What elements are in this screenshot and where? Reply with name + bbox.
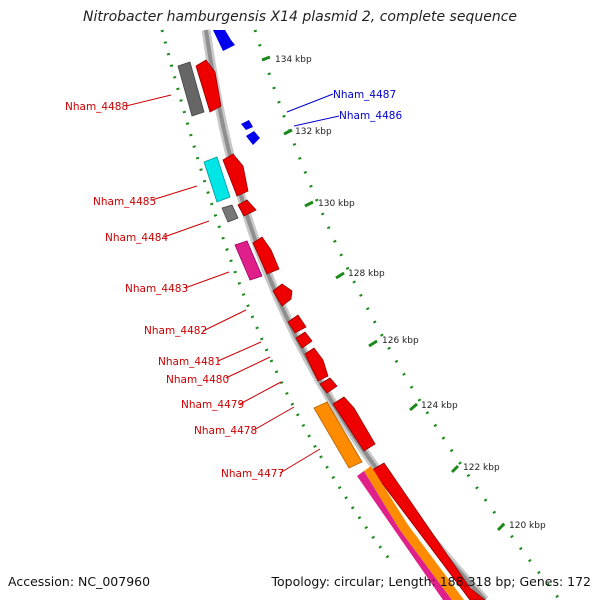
leader-nham-4485: [151, 185, 198, 201]
tick-128: [335, 271, 345, 280]
cds-nham-4486[interactable]: [246, 131, 260, 145]
cds-nham-4487[interactable]: [241, 120, 253, 130]
leader-nham-4478: [253, 406, 295, 431]
cds-nham-4480[interactable]: [295, 331, 313, 349]
label-nham-4485[interactable]: Nham_4485: [93, 196, 156, 208]
label-nham-4488[interactable]: Nham_4488: [65, 101, 128, 113]
leader-nham-4479: [239, 381, 282, 405]
ruler-label-132: 132 kbp: [295, 127, 332, 137]
leader-nham-4480: [225, 356, 271, 379]
gene-track: [177, 61, 464, 600]
tick-134: [261, 55, 271, 62]
cds-nham-4488[interactable]: [195, 59, 222, 113]
leader-nham-4488: [125, 94, 172, 107]
label-nham-4483[interactable]: Nham_4483: [125, 283, 188, 295]
leader-nham-4486: [293, 115, 340, 127]
ruler-label-124: 124 kbp: [421, 401, 458, 411]
ruler-label-130: 130 kbp: [318, 199, 355, 209]
gene-nham-4488[interactable]: [177, 61, 205, 117]
gene-nham-4483[interactable]: [234, 240, 263, 281]
tick-120: [496, 522, 506, 532]
gene-nham-4485[interactable]: [203, 156, 231, 203]
map-title: Nitrobacter hamburgensis X14 plasmid 2, …: [82, 9, 518, 25]
reverse-strand-features: [213, 30, 260, 145]
ruler-label-134: 134 kbp: [275, 55, 312, 65]
ruler-label-120: 120 kbp: [509, 521, 546, 531]
accession-text: Accession: NC_007960: [8, 574, 151, 589]
cds-nham-4479[interactable]: [304, 347, 329, 382]
cds-nham-4485[interactable]: [222, 153, 249, 197]
leader-nham-4483: [184, 271, 230, 289]
label-nham-4479[interactable]: Nham_4479: [181, 399, 244, 411]
label-leaders: [125, 93, 340, 474]
leader-nham-4484: [163, 220, 210, 238]
cds-nham-4484[interactable]: [237, 199, 257, 217]
label-nham-4481[interactable]: Nham_4481: [158, 356, 221, 368]
ruler-label-128: 128 kbp: [348, 269, 385, 279]
label-nham-4487[interactable]: Nham_4487: [333, 89, 396, 101]
cds-nham-4483[interactable]: [252, 236, 280, 275]
tick-124: [409, 402, 418, 412]
gene-nham-4477[interactable]: [313, 401, 363, 469]
tick-122: [450, 464, 460, 474]
gene-nham-4484[interactable]: [221, 204, 239, 223]
cds-nham-4482[interactable]: [272, 283, 293, 307]
inner-tick-ring: [160, 29, 392, 561]
forward-strand-features: [195, 59, 486, 600]
leader-nham-4482: [202, 309, 247, 332]
label-nham-4478[interactable]: Nham_4478: [194, 425, 257, 437]
cds-blue-top[interactable]: [213, 30, 235, 51]
ruler-label-122: 122 kbp: [463, 463, 500, 473]
gene-orange-long[interactable]: [364, 466, 464, 600]
gene-pink-long[interactable]: [357, 471, 452, 600]
tick-130: [304, 200, 314, 208]
ruler-label-126: 126 kbp: [382, 336, 419, 346]
leader-nham-4487: [286, 93, 334, 113]
label-nham-4477[interactable]: Nham_4477: [221, 468, 284, 480]
cds-small-red[interactable]: [319, 377, 338, 394]
cds-nham-4478[interactable]: [332, 396, 376, 452]
topology-text: Topology: circular; Length: 188,318 bp; …: [271, 574, 592, 589]
label-nham-4482[interactable]: Nham_4482: [144, 325, 207, 337]
cds-nham-4481[interactable]: [287, 314, 307, 334]
tick-126: [368, 339, 378, 348]
label-nham-4480[interactable]: Nham_4480: [166, 374, 229, 386]
label-nham-4486[interactable]: Nham_4486: [339, 110, 402, 122]
leader-nham-4481: [217, 341, 262, 362]
leader-nham-4477: [279, 448, 321, 474]
ruler-ticks: [261, 55, 506, 532]
label-nham-4484[interactable]: Nham_4484: [105, 232, 168, 244]
tick-132: [283, 128, 293, 136]
cds-long-red[interactable]: [371, 462, 486, 600]
